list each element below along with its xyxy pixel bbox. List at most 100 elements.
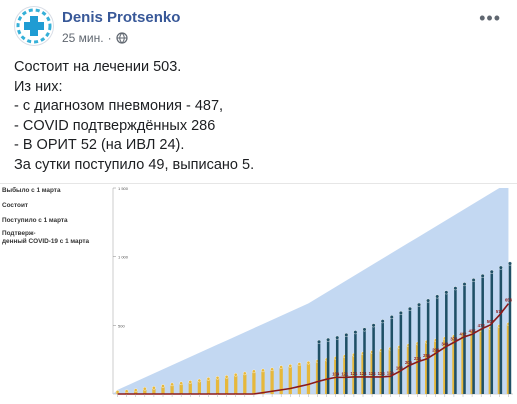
current-point <box>453 286 458 291</box>
covid-data-label: 503 <box>487 319 495 324</box>
covid-line <box>117 303 510 395</box>
covid-data-label: 658 <box>505 298 513 303</box>
admitted-point <box>215 375 220 380</box>
current-bar <box>363 329 366 394</box>
legend-item-discharged: Выбыло с 1 марта <box>2 187 61 194</box>
current-point <box>462 282 467 287</box>
current-bar <box>390 317 394 394</box>
current-bar <box>463 284 466 394</box>
admitted-bar <box>370 351 374 394</box>
admitted-bar <box>470 332 474 394</box>
current-bar <box>408 308 412 394</box>
admitted-bar <box>134 390 138 394</box>
current-bar <box>381 321 384 394</box>
current-bar <box>399 312 403 394</box>
admitted-bar <box>270 369 274 394</box>
admitted-bar <box>497 326 501 394</box>
covid-data-label: 129 <box>387 370 395 375</box>
post-line: За сутки поступило 49, выписано 5. <box>14 156 255 173</box>
admitted-bar <box>479 330 483 394</box>
legend-item-admitted: Поступило с 1 марта <box>2 217 68 224</box>
admitted-bar <box>215 377 220 394</box>
chart-image[interactable]: Выбыло с 1 марта Состоит Поступило с 1 м… <box>0 183 517 404</box>
admitted-bar <box>179 383 183 394</box>
covid-data-label: 124 <box>378 371 386 376</box>
covid-data-label: 205 <box>405 360 413 365</box>
admitted-point <box>170 382 174 387</box>
admitted-point <box>233 372 238 377</box>
admitted-point <box>179 381 183 386</box>
more-icon[interactable]: ••• <box>479 8 501 28</box>
admitted-bar <box>143 388 147 394</box>
covid-data-label: 412 <box>460 331 468 336</box>
y-tick-label: 1 000 <box>118 255 129 260</box>
admitted-bar <box>352 354 356 394</box>
page-avatar[interactable] <box>14 6 54 46</box>
admitted-bar <box>415 343 420 394</box>
current-bar <box>317 341 321 394</box>
admitted-bar <box>388 348 392 394</box>
admitted-bar <box>425 341 429 394</box>
current-bar <box>417 304 421 394</box>
admitted-bar <box>261 370 265 394</box>
admitted-bar <box>197 380 201 394</box>
current-bar <box>472 280 475 394</box>
admitted-bar <box>297 364 301 394</box>
admitted-point <box>306 360 311 365</box>
admitted-point <box>261 368 265 373</box>
current-bar <box>335 337 339 394</box>
author-name[interactable]: Denis Protsenko <box>62 9 181 26</box>
admitted-bar <box>434 340 438 394</box>
post-meta: 25 мин. · <box>62 31 128 45</box>
post-line: Состоит на лечении 503. <box>14 59 182 75</box>
post-timestamp[interactable]: 25 мин. <box>62 31 104 45</box>
admitted-point <box>124 389 129 394</box>
admitted-point <box>243 371 247 376</box>
current-point <box>335 335 340 340</box>
covid-data-label: 121 <box>350 371 358 376</box>
admitted-bar <box>152 387 156 394</box>
covid-data-label: 124 <box>369 371 377 376</box>
current-point <box>507 261 512 266</box>
current-point <box>362 327 367 332</box>
current-bar <box>508 263 512 394</box>
current-bar <box>372 325 375 394</box>
covid-data-label: 163 <box>396 366 404 371</box>
covid-data-label: 121 <box>341 371 349 376</box>
admitted-bar <box>206 378 211 394</box>
current-bar <box>445 292 448 394</box>
admitted-point <box>152 386 156 390</box>
current-point <box>417 302 422 307</box>
covid-data-label: 234 <box>414 356 422 361</box>
current-point <box>317 339 322 344</box>
current-bar <box>426 300 430 394</box>
current-bar <box>354 332 357 394</box>
chart-legend: Выбыло с 1 марта Состоит Поступило с 1 м… <box>2 185 110 252</box>
current-point <box>471 278 476 283</box>
current-bar <box>435 296 439 394</box>
admitted-point <box>143 386 147 391</box>
current-point <box>444 290 449 295</box>
post-line: - с диагнозом пневмония - 487, <box>14 98 224 115</box>
admitted-bar <box>170 384 174 394</box>
post-line: Из них: <box>14 78 63 95</box>
admitted-point <box>197 378 202 383</box>
admitted-bar <box>488 328 492 394</box>
post-line: - В ОРИТ 52 (на ИВЛ 24). <box>14 137 185 154</box>
current-point <box>407 306 412 311</box>
admitted-bar <box>243 373 247 394</box>
admitted-bar <box>461 334 465 394</box>
y-tick-label: 500 <box>118 323 125 328</box>
admitted-point <box>206 377 211 381</box>
current-bar <box>499 267 503 394</box>
current-point <box>435 294 440 299</box>
current-point <box>426 298 431 303</box>
globe-icon[interactable] <box>116 32 128 44</box>
post-line: - COVID подтверждённых 286 <box>14 117 216 134</box>
y-tick-label: 1 500 <box>118 186 129 191</box>
admitted-bar <box>443 338 447 394</box>
admitted-bar <box>343 356 347 394</box>
admitted-point <box>188 380 193 384</box>
admitted-point <box>297 362 302 366</box>
